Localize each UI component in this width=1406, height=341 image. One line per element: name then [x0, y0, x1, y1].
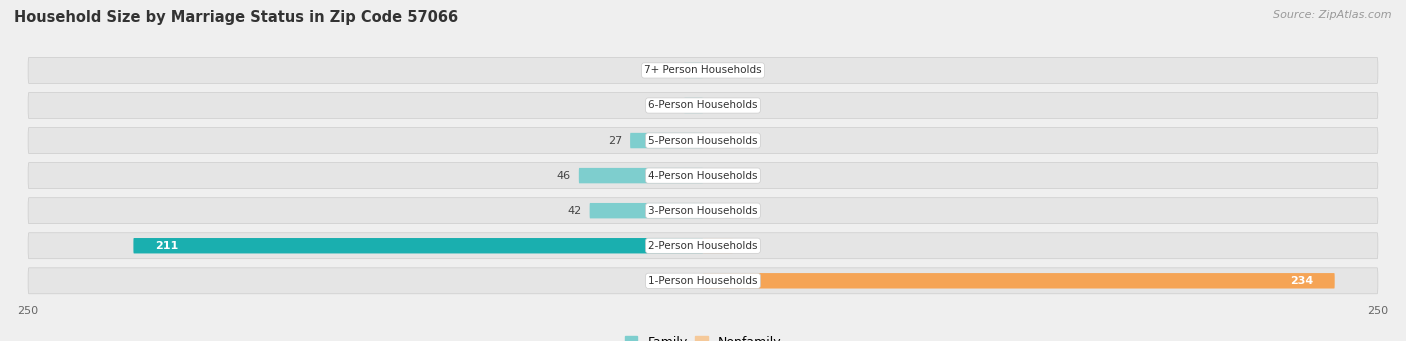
Text: 7: 7 — [669, 101, 676, 110]
Legend: Family, Nonfamily: Family, Nonfamily — [624, 336, 782, 341]
FancyBboxPatch shape — [685, 98, 703, 113]
Text: 3-Person Households: 3-Person Households — [648, 206, 758, 216]
FancyBboxPatch shape — [589, 203, 703, 218]
FancyBboxPatch shape — [28, 198, 1378, 224]
FancyBboxPatch shape — [134, 238, 703, 253]
FancyBboxPatch shape — [579, 168, 703, 183]
Text: 234: 234 — [1289, 276, 1313, 286]
Text: 27: 27 — [607, 136, 621, 146]
Text: 4-Person Households: 4-Person Households — [648, 170, 758, 181]
Text: 1-Person Households: 1-Person Households — [648, 276, 758, 286]
FancyBboxPatch shape — [28, 163, 1378, 189]
Text: 0: 0 — [711, 136, 718, 146]
Text: 0: 0 — [711, 101, 718, 110]
Text: 42: 42 — [567, 206, 582, 216]
FancyBboxPatch shape — [28, 92, 1378, 118]
FancyBboxPatch shape — [685, 63, 703, 78]
Text: 7+ Person Households: 7+ Person Households — [644, 65, 762, 75]
Text: 7: 7 — [669, 65, 676, 75]
Text: 0: 0 — [688, 276, 695, 286]
Text: 2-Person Households: 2-Person Households — [648, 241, 758, 251]
Text: 46: 46 — [557, 170, 571, 181]
Text: 0: 0 — [711, 206, 718, 216]
Text: Household Size by Marriage Status in Zip Code 57066: Household Size by Marriage Status in Zip… — [14, 10, 458, 25]
FancyBboxPatch shape — [28, 128, 1378, 153]
FancyBboxPatch shape — [630, 133, 703, 148]
Text: 6-Person Households: 6-Person Households — [648, 101, 758, 110]
Text: 0: 0 — [711, 65, 718, 75]
FancyBboxPatch shape — [28, 268, 1378, 294]
Text: 0: 0 — [711, 170, 718, 181]
FancyBboxPatch shape — [28, 233, 1378, 259]
FancyBboxPatch shape — [703, 238, 733, 253]
Text: 11: 11 — [741, 241, 755, 251]
Text: Source: ZipAtlas.com: Source: ZipAtlas.com — [1274, 10, 1392, 20]
FancyBboxPatch shape — [28, 58, 1378, 84]
FancyBboxPatch shape — [703, 273, 1334, 288]
Text: 211: 211 — [155, 241, 179, 251]
Text: 5-Person Households: 5-Person Households — [648, 136, 758, 146]
